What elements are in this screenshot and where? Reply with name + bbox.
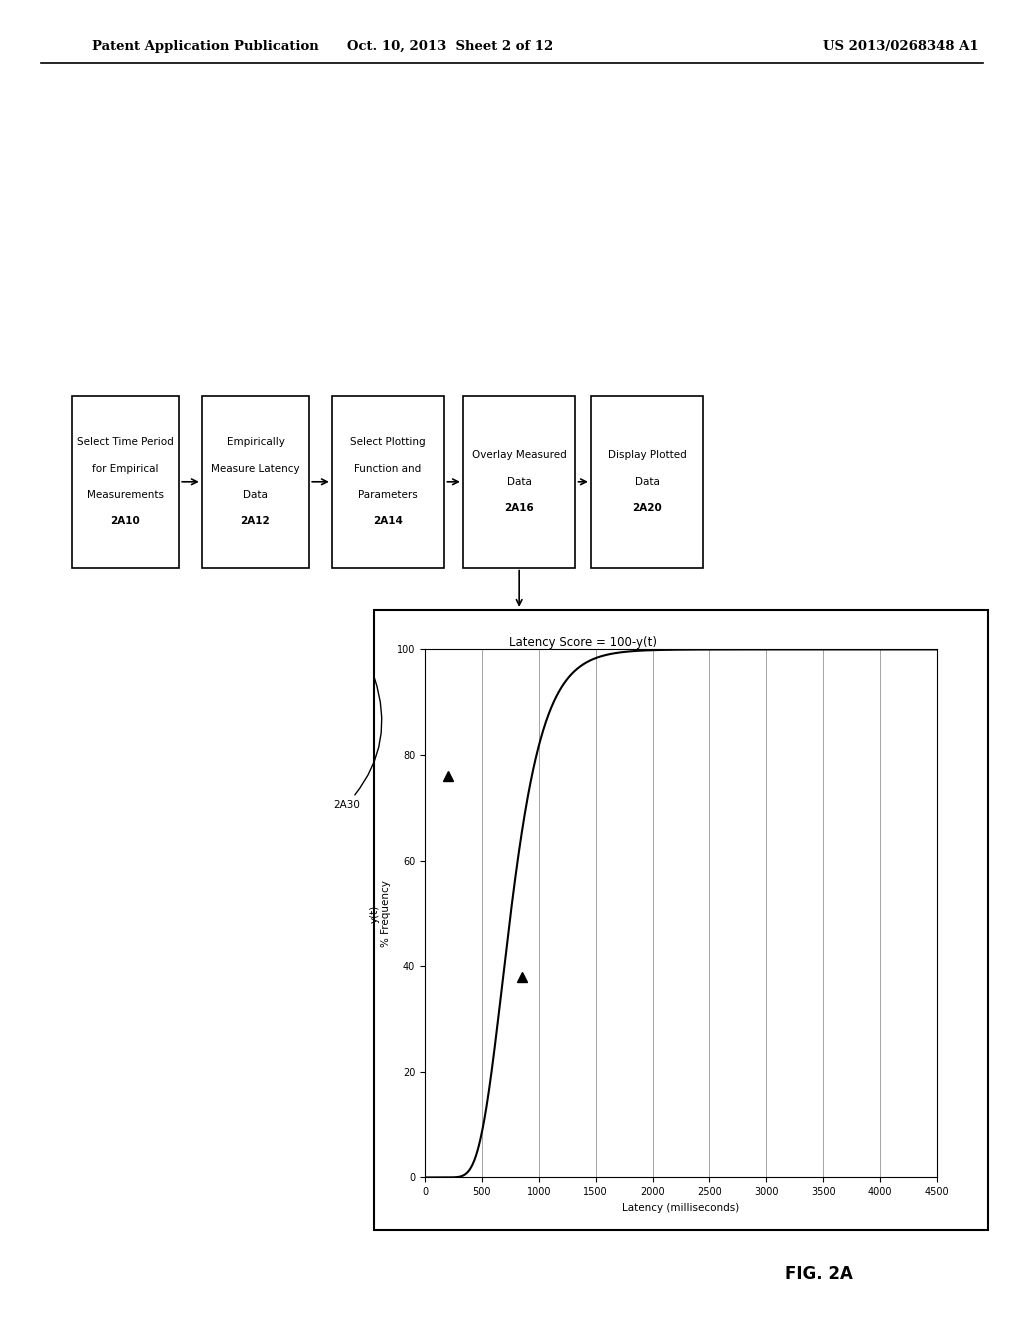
Text: Measurements: Measurements	[87, 490, 164, 500]
FancyBboxPatch shape	[435, 776, 660, 1014]
Y-axis label: y(t)
% Frequency: y(t) % Frequency	[370, 880, 391, 946]
Bar	[374, 610, 988, 1230]
Text: 2A10: 2A10	[111, 516, 140, 527]
Text: 2A14: 2A14	[373, 516, 403, 527]
Text: Patent Application Publication: Patent Application Publication	[92, 40, 318, 53]
Text: Select
a=100, b=30, c=0.005: Select a=100, b=30, c=0.005	[487, 931, 608, 953]
FancyBboxPatch shape	[72, 396, 179, 568]
FancyBboxPatch shape	[202, 396, 309, 568]
Text: for Empirical: for Empirical	[92, 463, 159, 474]
Text: 2A20: 2A20	[632, 503, 663, 513]
Text: Latency Score = 100-y(t): Latency Score = 100-y(t)	[509, 636, 657, 649]
Text: Overlay Measured: Overlay Measured	[472, 450, 566, 461]
Text: Function and: Function and	[354, 463, 422, 474]
Text: US 2013/0268348 A1: US 2013/0268348 A1	[823, 40, 979, 53]
X-axis label: Latency (milliseconds): Latency (milliseconds)	[623, 1203, 739, 1213]
Text: Select Time Period: Select Time Period	[77, 437, 174, 447]
Text: Display Plotted: Display Plotted	[608, 450, 686, 461]
Text: Select Plotting: Select Plotting	[350, 437, 426, 447]
Text: $y(t) = ae^{be^{ct}}$: $y(t) = ae^{be^{ct}}$	[511, 867, 585, 887]
FancyBboxPatch shape	[332, 396, 444, 568]
Text: 2A18: 2A18	[663, 838, 759, 892]
Text: 2A12: 2A12	[241, 516, 270, 527]
Text: Latency
Score Model: Latency Score Model	[816, 705, 876, 726]
Text: 2A16: 2A16	[504, 503, 535, 513]
Text: Parameters: Parameters	[358, 490, 418, 500]
Text: Measure Latency: Measure Latency	[211, 463, 300, 474]
Text: Data: Data	[635, 477, 659, 487]
FancyBboxPatch shape	[591, 396, 703, 568]
Text: Data: Data	[243, 490, 268, 500]
Text: Oct. 10, 2013  Sheet 2 of 12: Oct. 10, 2013 Sheet 2 of 12	[347, 40, 554, 53]
Text: Empirically: Empirically	[226, 437, 285, 447]
Text: 2A30: 2A30	[333, 678, 382, 810]
Text: Data: Data	[507, 477, 531, 487]
FancyBboxPatch shape	[463, 396, 575, 568]
Text: Sigmoid Function: Sigmoid Function	[494, 808, 602, 818]
Text: FIG. 2A: FIG. 2A	[785, 1265, 853, 1283]
